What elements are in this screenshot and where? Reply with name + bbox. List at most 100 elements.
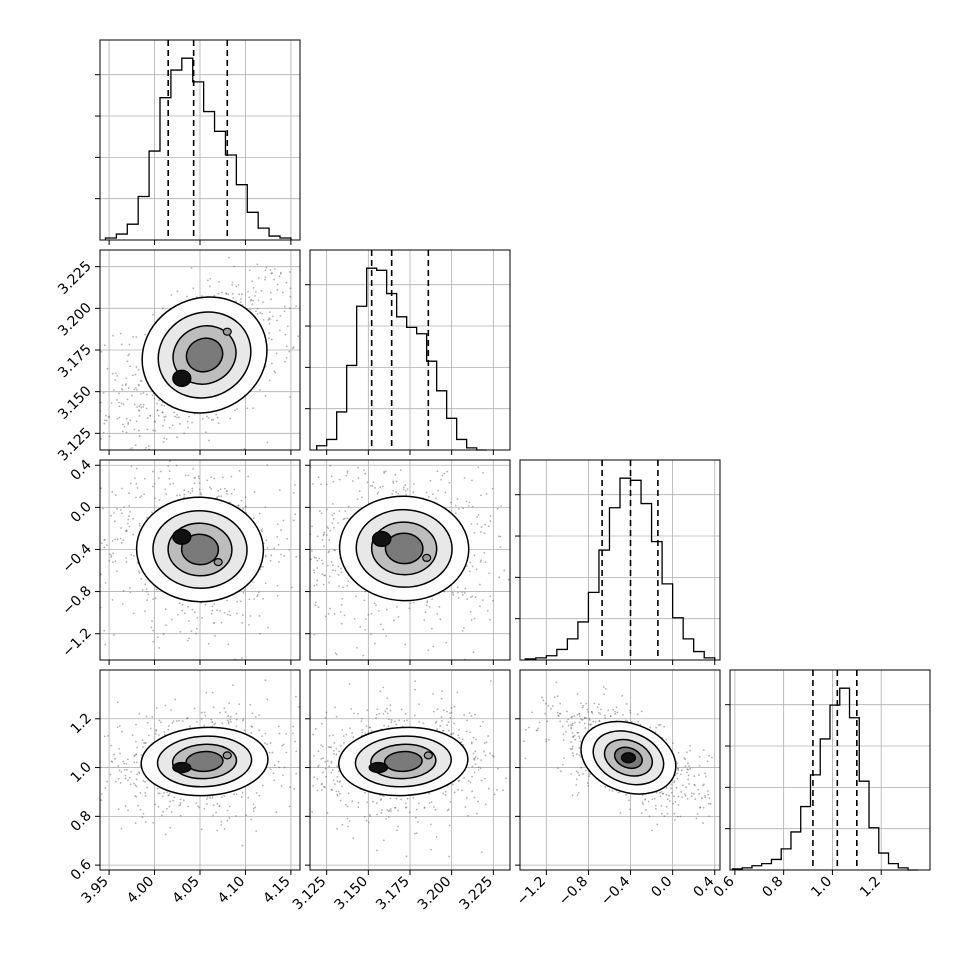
sample-point xyxy=(406,488,409,490)
sample-point xyxy=(302,491,304,493)
sample-point xyxy=(273,779,276,782)
sample-point xyxy=(293,602,295,604)
sample-point xyxy=(584,769,587,772)
sample-point xyxy=(242,508,244,510)
sample-point xyxy=(625,702,628,705)
sample-point xyxy=(113,753,115,756)
sample-point xyxy=(176,290,179,293)
sample-point xyxy=(324,767,327,770)
sample-point xyxy=(486,609,489,612)
sample-point xyxy=(477,766,480,769)
sample-point xyxy=(142,746,144,748)
sample-point xyxy=(609,715,612,718)
sample-point xyxy=(444,794,447,796)
sample-point xyxy=(662,792,665,795)
sample-point xyxy=(640,812,643,814)
sample-point xyxy=(157,414,160,417)
sample-point xyxy=(323,574,326,577)
sample-point xyxy=(377,491,380,494)
sample-point xyxy=(221,476,224,479)
sample-point xyxy=(578,712,581,715)
sample-point xyxy=(401,667,403,669)
sample-point xyxy=(654,804,657,807)
sample-point xyxy=(208,439,210,442)
sample-point xyxy=(335,653,338,656)
sample-point xyxy=(137,409,140,411)
sample-point xyxy=(152,429,154,432)
sample-point xyxy=(579,740,582,743)
sample-point xyxy=(625,793,627,796)
sample-point xyxy=(271,272,274,274)
sample-point xyxy=(244,505,247,508)
sample-point xyxy=(255,791,258,794)
sample-point xyxy=(435,836,438,838)
sample-point xyxy=(273,764,276,767)
sample-point xyxy=(405,806,408,809)
sample-point xyxy=(268,317,271,319)
sample-point xyxy=(312,785,315,787)
sample-point xyxy=(124,805,127,807)
x-tick-label: 3.125 xyxy=(290,874,330,914)
sample-point xyxy=(416,808,418,811)
sample-point xyxy=(359,626,362,628)
sample-point xyxy=(248,623,250,626)
y-tick-label: −0.4 xyxy=(59,541,94,576)
sample-point xyxy=(262,597,264,600)
sample-point xyxy=(179,494,181,497)
sample-point xyxy=(315,583,318,586)
sample-point xyxy=(259,388,261,391)
sample-point xyxy=(259,632,261,635)
sample-point xyxy=(152,313,154,316)
sample-point xyxy=(251,792,253,794)
sample-point xyxy=(474,713,476,716)
sample-point xyxy=(583,722,586,725)
sample-point xyxy=(264,555,267,558)
sample-point xyxy=(336,765,339,768)
sample-point xyxy=(363,815,366,818)
sample-point xyxy=(285,281,288,284)
sample-point xyxy=(145,590,148,593)
sample-point xyxy=(285,733,288,735)
sample-point xyxy=(339,799,342,802)
sample-point xyxy=(286,325,289,328)
sample-point xyxy=(141,816,144,819)
sample-point xyxy=(266,546,269,549)
sample-point xyxy=(655,726,658,729)
sample-point xyxy=(571,715,574,718)
sample-point xyxy=(491,754,494,757)
sample-point xyxy=(132,533,135,536)
sample-point xyxy=(138,772,141,775)
sample-point xyxy=(139,808,142,811)
sample-point xyxy=(215,413,218,416)
sample-point xyxy=(161,795,164,798)
sample-point xyxy=(693,775,696,777)
sample-point xyxy=(187,490,190,493)
sample-point xyxy=(129,587,131,589)
sample-point xyxy=(476,515,479,518)
sample-point xyxy=(144,791,147,794)
sample-point xyxy=(480,779,483,782)
sample-point xyxy=(207,417,210,419)
sample-point xyxy=(252,287,255,289)
sample-point xyxy=(689,767,692,770)
sample-point xyxy=(203,711,206,714)
sample-point xyxy=(370,633,372,636)
sample-point xyxy=(167,725,170,727)
sample-point xyxy=(98,594,100,596)
sample-point xyxy=(628,799,630,802)
sample-point xyxy=(708,797,711,799)
histogram-bar xyxy=(673,618,684,660)
sample-point xyxy=(317,270,319,272)
sample-point xyxy=(318,557,321,560)
sample-point xyxy=(168,792,171,795)
sample-point xyxy=(100,793,103,795)
sample-point xyxy=(237,504,240,507)
sample-point xyxy=(157,805,160,808)
sample-point xyxy=(232,455,234,457)
sample-point xyxy=(158,792,161,795)
sample-point xyxy=(307,551,309,553)
secondary-peak xyxy=(222,751,232,760)
sample-point xyxy=(301,249,303,251)
sample-point xyxy=(464,806,467,808)
sample-point xyxy=(212,706,215,709)
